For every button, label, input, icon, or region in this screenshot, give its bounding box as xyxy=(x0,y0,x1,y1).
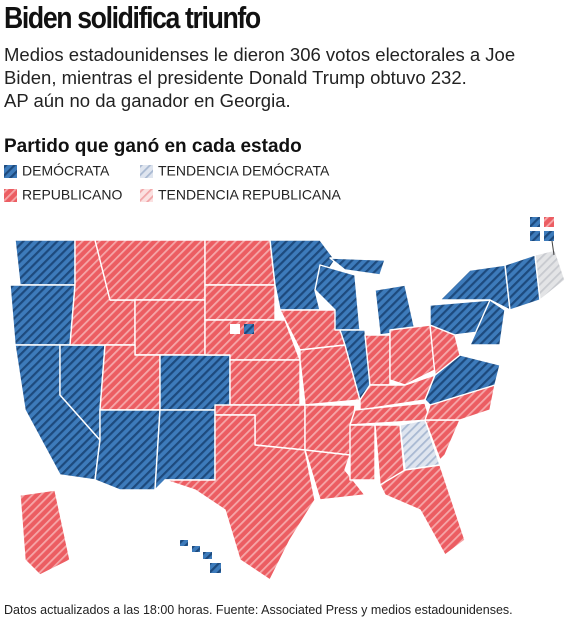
state xyxy=(14,239,76,286)
state xyxy=(534,249,566,301)
state xyxy=(159,354,231,411)
legend-label: TENDENCIA DEMÓCRATA xyxy=(158,163,330,179)
state xyxy=(349,424,376,481)
state xyxy=(180,540,221,573)
state xyxy=(9,284,76,346)
state xyxy=(164,414,316,581)
state xyxy=(389,324,436,386)
title: Biden solidifica triunfo xyxy=(4,0,261,35)
state xyxy=(269,239,336,311)
subtitle-line: Biden, mientras el presidente Donald Tru… xyxy=(4,67,467,88)
state xyxy=(229,359,301,406)
state xyxy=(299,344,361,406)
legend-label: REPUBLICANO xyxy=(22,187,122,203)
state xyxy=(329,257,386,276)
state xyxy=(204,239,276,286)
legend-swatch xyxy=(140,165,153,178)
state xyxy=(154,409,216,491)
legend-swatch xyxy=(4,165,17,178)
legend-swatch xyxy=(4,189,17,202)
state xyxy=(134,299,206,356)
state xyxy=(304,449,366,501)
legend-label: TENDENCIA REPUBLICANA xyxy=(158,187,341,203)
state xyxy=(314,264,361,331)
state xyxy=(364,334,391,386)
map: DEMÓCRATA TENDENCIA DEMÓCRATA REPUBLICAN… xyxy=(4,163,566,581)
footnote: Datos actualizados a las 18:00 horas. Fu… xyxy=(4,603,513,617)
legend-label: DEMÓCRATA xyxy=(22,163,110,179)
subtitle-line: AP aún no da ganador en Georgia. xyxy=(4,90,291,111)
state xyxy=(99,344,161,411)
state xyxy=(204,284,276,321)
state xyxy=(94,239,206,301)
state xyxy=(504,254,541,311)
split-votes xyxy=(230,217,555,348)
states xyxy=(9,217,566,581)
state xyxy=(304,404,356,456)
state xyxy=(469,299,506,346)
state xyxy=(94,409,161,491)
subtitle-line: Medios estadounidenses le dieron 306 vot… xyxy=(4,44,516,65)
legend-title: Partido que ganó en cada estado xyxy=(4,136,302,157)
state xyxy=(19,489,71,576)
legend-swatch xyxy=(140,189,153,202)
state xyxy=(379,464,466,556)
